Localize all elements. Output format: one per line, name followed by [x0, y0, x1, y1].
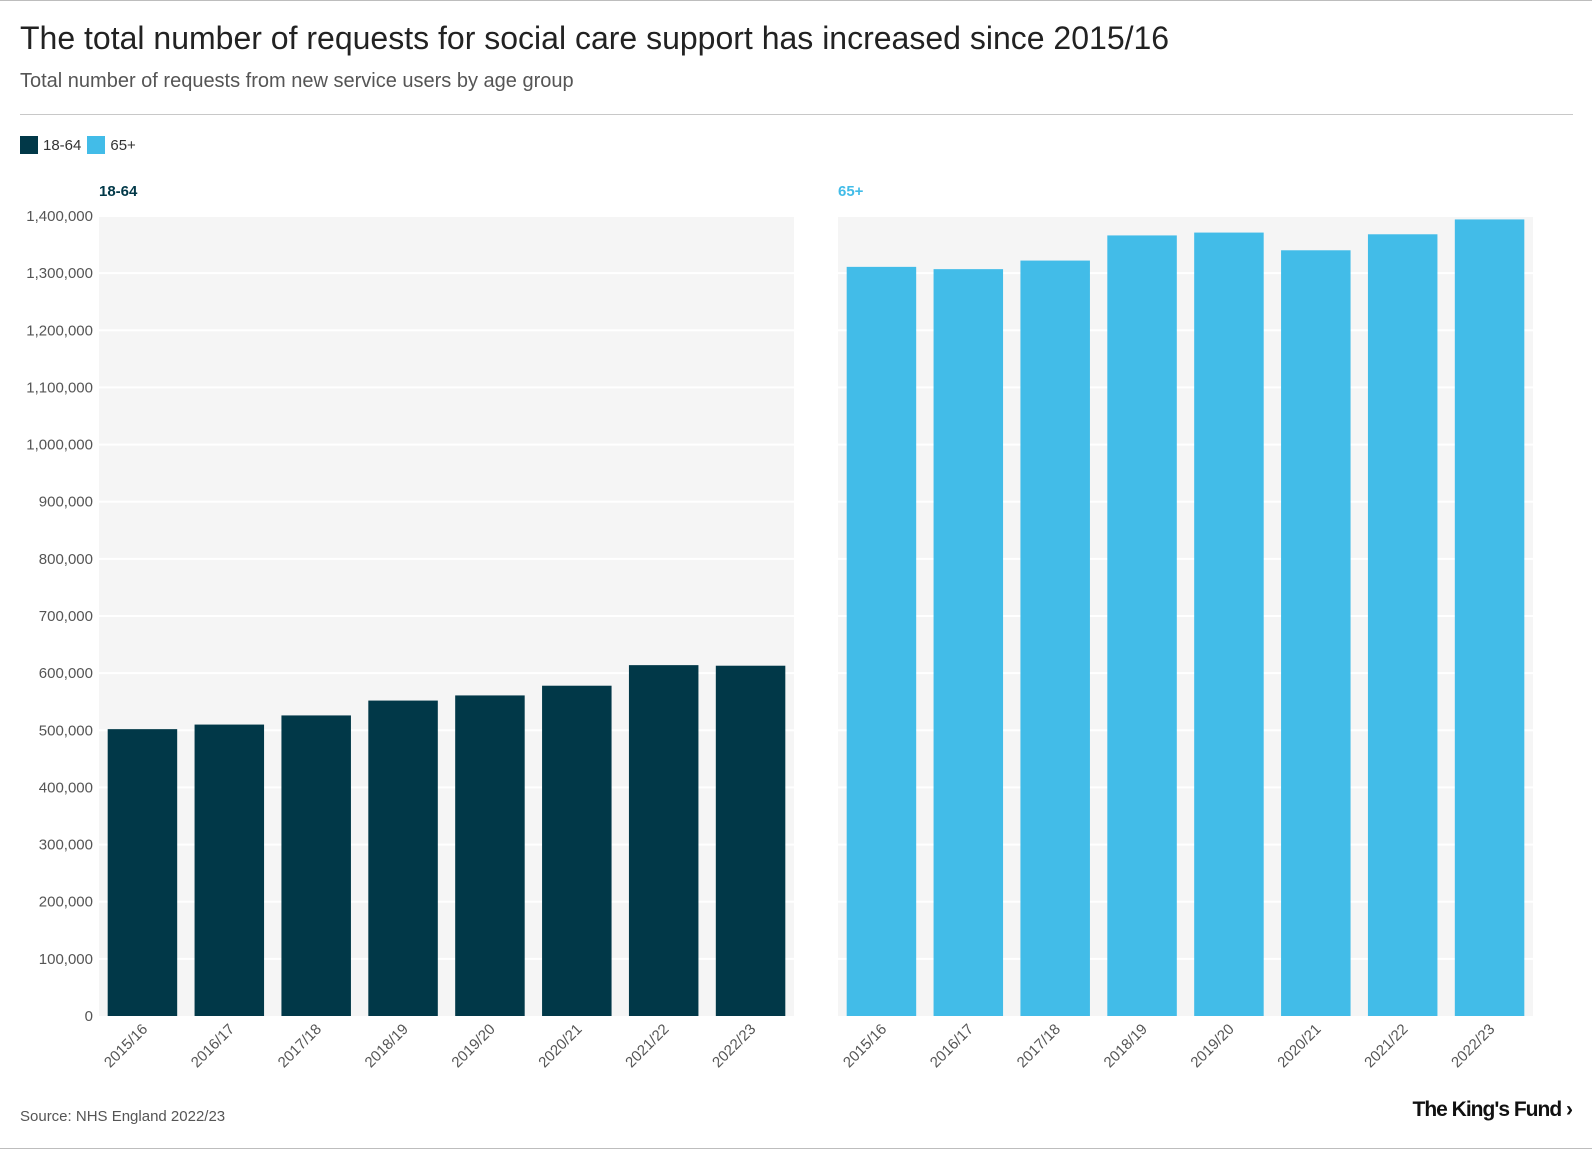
bar [194, 724, 265, 1016]
bar-chart: 0 100,000 200,000 300,000 400,000 500,000 600,… [26, 183, 1525, 1072]
bar [628, 665, 699, 1016]
x-tick-label: 2017/18 [275, 1021, 325, 1071]
bar [715, 665, 786, 1016]
x-tick-label: 2020/21 [1274, 1021, 1324, 1071]
y-tick-label: 0 [85, 1008, 93, 1025]
y-tick-label: 1,100,000 [26, 379, 93, 396]
x-tick-label: 2017/18 [1014, 1021, 1064, 1071]
y-tick-label: 300,000 [39, 837, 93, 854]
bar [1194, 232, 1264, 1017]
bar [368, 700, 438, 1016]
y-tick-label: 200,000 [39, 894, 93, 911]
y-tick-label: 400,000 [39, 779, 93, 796]
header-divider [20, 114, 1573, 115]
bar [542, 685, 612, 1016]
kings-fund-logo: The King's Fund › [1412, 1098, 1573, 1121]
x-tick-label: 2015/16 [840, 1021, 890, 1071]
y-tick-label: 600,000 [39, 665, 93, 682]
x-tick-label: 2019/20 [448, 1021, 498, 1071]
legend: 18-64 65+ [20, 136, 142, 154]
x-tick-label: 2016/17 [188, 1021, 238, 1071]
y-tick-label: 1,200,000 [26, 322, 93, 339]
y-tick-label: 1,400,000 [26, 208, 93, 225]
bar [1020, 260, 1090, 1017]
y-tick-label: 500,000 [39, 722, 93, 739]
x-tick-label: 2018/19 [362, 1021, 412, 1071]
source-note: Source: NHS England 2022/23 [20, 1108, 226, 1125]
y-tick-label: 900,000 [39, 494, 93, 511]
bar [1454, 219, 1525, 1016]
y-tick-label: 1,300,000 [26, 265, 93, 282]
bottom-border [0, 1148, 1592, 1149]
legend-label-18-64: 18-64 [43, 136, 82, 154]
legend-swatch-65-plus [87, 136, 106, 154]
y-tick-label: 100,000 [39, 951, 93, 968]
legend-swatch-18-64 [20, 136, 38, 154]
y-tick-label: 700,000 [39, 608, 93, 625]
bar [846, 266, 917, 1016]
bar [281, 715, 351, 1016]
x-tick-label: 2016/17 [927, 1021, 977, 1071]
x-tick-label: 2022/23 [1448, 1021, 1498, 1071]
y-tick-label: 1,000,000 [26, 437, 93, 454]
legend-label-65-plus: 65+ [110, 136, 136, 154]
bar [933, 269, 1004, 1017]
bar [1281, 250, 1351, 1017]
y-tick-label: 800,000 [39, 551, 93, 568]
chart-title: The total number of requests for social … [20, 20, 1170, 56]
x-tick-label: 2019/20 [1187, 1021, 1237, 1071]
x-tick-label: 2018/19 [1101, 1021, 1151, 1071]
bar [1107, 235, 1177, 1016]
bar [107, 729, 178, 1016]
x-tick-label: 2022/23 [709, 1021, 759, 1071]
x-tick-label: 2021/22 [1361, 1021, 1411, 1071]
top-border [0, 0, 1592, 1]
x-tick-label: 2020/21 [535, 1021, 585, 1071]
x-tick-label: 2021/22 [622, 1021, 672, 1071]
bar [1367, 234, 1438, 1017]
bar [455, 695, 525, 1016]
chart-subtitle: Total number of requests from new servic… [20, 70, 574, 92]
panel-title: 18-64 [99, 183, 138, 200]
legend-item-65-plus[interactable]: 65+ [87, 136, 136, 154]
panel-title: 65+ [838, 183, 864, 200]
legend-item-18-64[interactable]: 18-64 [20, 136, 81, 154]
x-tick-label: 2015/16 [101, 1021, 151, 1071]
